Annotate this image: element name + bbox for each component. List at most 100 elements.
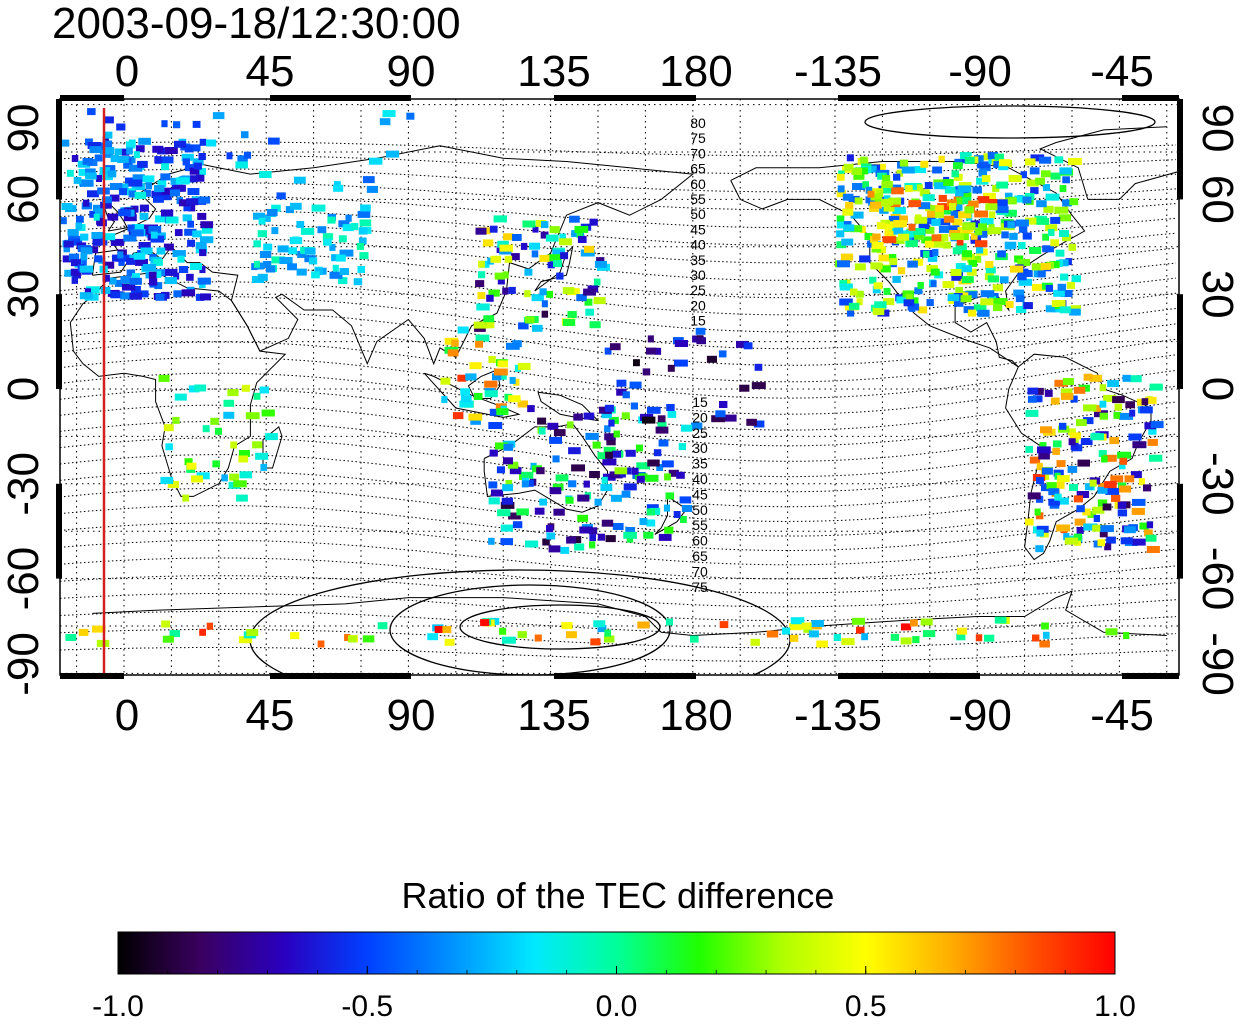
tec-ratio-cell — [160, 476, 174, 484]
tec-ratio-cell — [505, 480, 513, 487]
tec-ratio-cell — [187, 239, 195, 247]
top-lon-label: 180 — [659, 47, 732, 96]
tec-ratio-cell — [1111, 494, 1121, 502]
tec-ratio-cell — [900, 623, 912, 631]
tec-ratio-cell — [706, 355, 717, 363]
tec-ratio-cell — [1080, 438, 1093, 445]
tec-ratio-cell — [102, 196, 112, 204]
tec-ratio-cell — [1040, 426, 1052, 434]
tec-ratio-cell — [489, 449, 498, 457]
tec-ratio-cell — [488, 422, 503, 429]
tec-ratio-cell — [574, 543, 585, 551]
contour-label-south: 75 — [692, 579, 708, 595]
right-lat-label: 90 — [1193, 104, 1240, 153]
contour-value-labels: 8075706560555045403530252015152025303540… — [690, 115, 708, 595]
frame-tick-bars — [56, 95, 1183, 679]
tec-ratio-cell — [1119, 457, 1128, 465]
tec-ratio-cell — [1026, 179, 1039, 187]
tec-ratio-cell — [277, 245, 289, 253]
dip-contour — [60, 404, 1177, 462]
tec-ratio-cell — [127, 209, 135, 217]
tec-ratio-cell — [266, 209, 278, 216]
tec-ratio-cell — [865, 186, 873, 194]
tec-ratio-cell — [1015, 295, 1025, 303]
tec-ratio-cell — [513, 378, 520, 386]
north-magnetic-pole-contour — [864, 105, 1156, 139]
tec-ratio-cell — [496, 466, 505, 474]
tec-ratio-cell — [1054, 379, 1068, 387]
tec-ratio-cell — [678, 443, 687, 451]
tec-ratio-cell — [1037, 446, 1051, 454]
tec-ratio-cell — [1119, 412, 1134, 420]
tec-ratio-cell — [434, 626, 445, 633]
tec-ratio-cell — [503, 233, 514, 241]
tec-ratio-cell — [565, 496, 574, 504]
tec-ratio-cell — [750, 638, 760, 646]
tec-ratio-cell — [719, 401, 728, 408]
tec-ratio-cell — [968, 259, 978, 267]
tec-ratio-cell — [715, 410, 726, 418]
tec-ratio-cell — [509, 467, 522, 475]
tec-ratio-cell — [495, 442, 508, 450]
tec-ratio-cell — [893, 220, 907, 227]
tec-ratio-cell — [853, 172, 865, 180]
tec-ratio-cell — [1148, 427, 1157, 435]
tec-ratio-cell — [932, 166, 943, 174]
tec-ratio-cell — [66, 169, 74, 177]
tec-ratio-cell — [261, 409, 275, 417]
tec-ratio-cell — [94, 255, 103, 263]
contour-label-south: 30 — [692, 440, 708, 456]
tec-ratio-cell — [494, 368, 508, 376]
tec-ratio-cell — [642, 416, 656, 424]
tec-ratio-cell — [382, 110, 396, 118]
tec-ratio-cell — [196, 472, 210, 480]
left-frame-bar — [56, 99, 62, 200]
tec-ratio-cell — [296, 221, 305, 228]
tec-ratio-cell — [1048, 229, 1055, 237]
tec-ratio-cell — [501, 497, 513, 505]
tec-ratio-cell — [500, 524, 513, 532]
contour-label-north: 35 — [690, 252, 706, 268]
contour-label-north: 40 — [690, 237, 706, 253]
tec-ratio-cell — [517, 400, 528, 408]
tec-ratio-cell — [905, 185, 913, 193]
tec-ratio-cell — [1059, 185, 1067, 193]
tec-ratio-cell — [329, 243, 336, 251]
tec-ratio-cell — [1052, 440, 1062, 448]
tec-ratio-cell — [484, 380, 498, 388]
tec-ratio-cell — [953, 299, 964, 307]
tec-ratio-cell — [323, 238, 332, 246]
tec-ratio-cell — [958, 197, 972, 204]
tec-ratio-cell — [1110, 475, 1124, 483]
tec-ratio-cell — [1017, 242, 1026, 249]
top-frame-bar — [554, 95, 696, 101]
tec-ratio-cell — [480, 260, 490, 268]
tec-ratio-cell — [167, 481, 179, 488]
tec-ratio-cell — [614, 467, 628, 475]
tec-ratio-cell — [1117, 509, 1128, 517]
tec-ratio-cell — [914, 216, 928, 224]
contour-label-north: 25 — [690, 282, 706, 298]
tec-ratio-cell — [781, 627, 791, 635]
contour-label-south: 60 — [692, 533, 708, 549]
tec-ratio-cell — [751, 382, 766, 390]
tec-ratio-cell — [177, 255, 185, 263]
tec-ratio-cell — [133, 252, 146, 260]
tec-ratio-cell — [612, 450, 621, 458]
tec-ratio-cell — [333, 184, 344, 192]
tec-ratio-cell — [1067, 465, 1078, 473]
right-frame-bar — [1177, 483, 1183, 579]
contour-label-south: 55 — [692, 517, 708, 533]
tec-ratio-cell — [131, 286, 141, 293]
tec-ratio-cell — [851, 617, 865, 625]
tec-ratio-cell — [955, 286, 963, 294]
top-frame-bar — [60, 95, 124, 101]
tec-ratio-cell — [61, 139, 70, 147]
tec-ratio-cell — [907, 260, 918, 268]
contour-label-north: 55 — [690, 191, 706, 207]
tec-ratio-cell — [604, 433, 616, 441]
tec-ratio-cell — [525, 540, 539, 548]
tec-ratio-cell — [646, 519, 656, 527]
tec-ratio-cell — [144, 189, 151, 197]
tec-ratio-cell — [223, 399, 235, 407]
